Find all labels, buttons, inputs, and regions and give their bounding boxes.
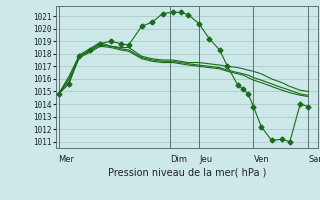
Text: Jeu: Jeu xyxy=(199,155,212,164)
Text: Dim: Dim xyxy=(170,155,187,164)
X-axis label: Pression niveau de la mer( hPa ): Pression niveau de la mer( hPa ) xyxy=(108,167,266,177)
Text: Ven: Ven xyxy=(253,155,269,164)
Text: Sam: Sam xyxy=(308,155,320,164)
Text: Mer: Mer xyxy=(59,155,75,164)
